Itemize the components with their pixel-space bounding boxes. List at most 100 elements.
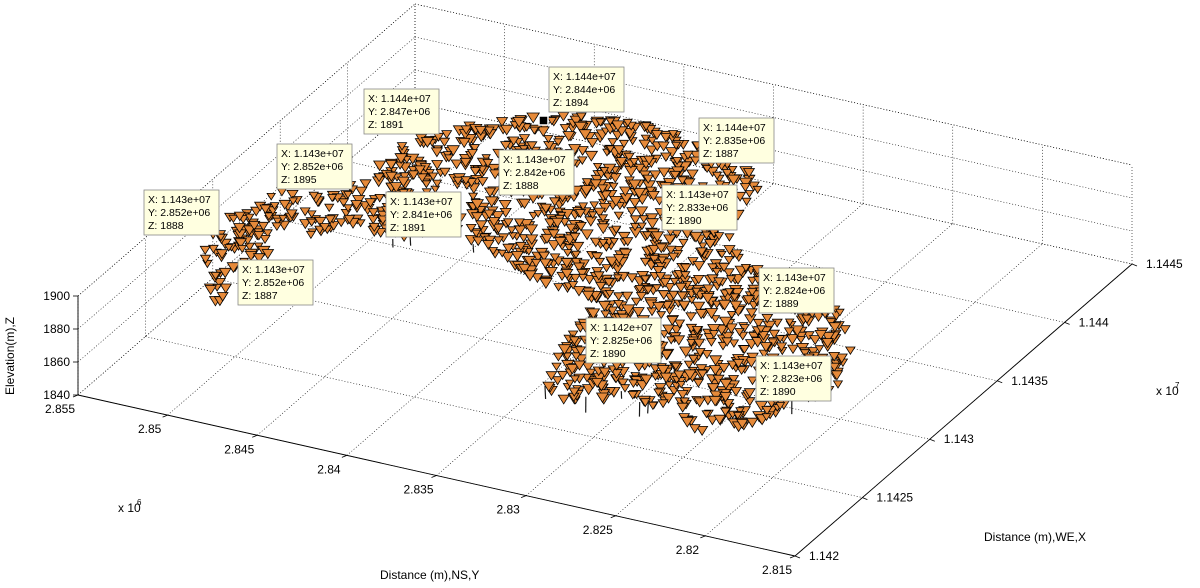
datatip[interactable]: X: 1.143e+07Y: 2.841e+06Z: 1891 — [385, 191, 462, 238]
data-point — [544, 266, 558, 278]
data-point — [538, 251, 551, 262]
data-point — [288, 197, 299, 206]
data-point — [775, 342, 788, 352]
datatip[interactable]: X: 1.144e+07Y: 2.844e+06Z: 1894 — [548, 66, 625, 113]
data-point — [623, 152, 635, 162]
data-point — [747, 376, 758, 386]
data-point — [576, 146, 589, 156]
data-point — [757, 331, 770, 341]
data-point — [595, 392, 610, 404]
data-point — [745, 417, 759, 428]
data-point — [327, 194, 338, 203]
data-point — [657, 141, 670, 152]
data-point — [518, 198, 532, 210]
data-point — [609, 195, 623, 207]
data-point — [634, 284, 645, 293]
data-point — [271, 222, 283, 232]
data-point — [586, 308, 601, 320]
data-point — [661, 393, 676, 404]
data-point — [457, 137, 471, 149]
data-point — [470, 212, 484, 223]
data-point — [629, 215, 642, 225]
datatip[interactable]: X: 1.143e+07Y: 2.824e+06Z: 1889 — [758, 267, 835, 314]
datatip[interactable]: X: 1.143e+07Y: 2.833e+06Z: 1890 — [661, 184, 738, 231]
data-point — [785, 334, 800, 345]
datatip[interactable]: X: 1.143e+07Y: 2.852e+06Z: 1887 — [237, 259, 314, 306]
datatip-y-text: Y: 2.852e+06 — [281, 161, 343, 173]
data-point — [543, 135, 554, 144]
grid-line-floor-x — [145, 336, 863, 498]
data-point — [676, 381, 686, 389]
data-point — [430, 185, 441, 194]
data-point — [569, 273, 581, 284]
data-point — [510, 250, 525, 262]
datatip[interactable]: X: 1.144e+07Y: 2.847e+06Z: 1891 — [363, 88, 440, 135]
datatip[interactable]: X: 1.143e+07Y: 2.852e+06Z: 1895 — [276, 143, 353, 190]
data-point — [631, 307, 645, 318]
data-point — [233, 211, 246, 222]
data-point — [735, 418, 749, 430]
data-point — [244, 213, 255, 222]
x-tick-label: 1.1435 — [1011, 374, 1048, 388]
data-point — [338, 198, 350, 208]
datatip-x-text: X: 1.143e+07 — [242, 264, 305, 276]
data-point — [278, 214, 288, 223]
data-point — [488, 169, 502, 180]
datatip[interactable]: X: 1.143e+07Y: 2.842e+06Z: 1888 — [498, 149, 575, 196]
data-point — [591, 252, 604, 263]
datatip[interactable]: X: 1.143e+07Y: 2.852e+06Z: 1888 — [143, 189, 220, 236]
data-point — [299, 207, 311, 217]
data-point — [237, 244, 248, 254]
data-point — [808, 335, 822, 346]
datatip-x-text: X: 1.144e+07 — [553, 71, 616, 83]
selected-point-marker[interactable] — [538, 115, 549, 126]
data-point — [741, 197, 752, 206]
data-point — [648, 254, 660, 264]
data-point — [634, 206, 649, 218]
data-point — [407, 166, 418, 175]
data-point — [695, 425, 709, 436]
data-point — [659, 132, 672, 143]
data-point — [519, 219, 534, 230]
datatip-box — [363, 88, 440, 135]
data-point — [672, 156, 683, 166]
y-tick-label: 2.855 — [45, 402, 75, 416]
data-point — [257, 221, 270, 232]
data-point — [673, 245, 684, 255]
data-point — [583, 275, 596, 285]
datatip-z-text: Z: 1890 — [760, 386, 796, 398]
data-point — [562, 131, 576, 142]
data-point — [650, 231, 665, 243]
data-point — [590, 377, 604, 388]
data-point — [743, 388, 756, 398]
data-point — [587, 211, 598, 220]
datatip[interactable]: X: 1.144e+07Y: 2.835e+06Z: 1887 — [698, 117, 775, 164]
data-point — [579, 185, 594, 197]
data-point — [672, 335, 686, 346]
datatip[interactable]: X: 1.142e+07Y: 2.825e+06Z: 1890 — [585, 317, 662, 364]
box-edge — [77, 3, 416, 297]
y-tick-label: 2.82 — [676, 543, 700, 557]
datatip-y-text: Y: 2.823e+06 — [760, 373, 822, 385]
datatip-z-text: Z: 1889 — [763, 298, 799, 310]
datatip[interactable]: X: 1.143e+07Y: 2.823e+06Z: 1890 — [755, 355, 832, 402]
data-point — [552, 352, 564, 362]
data-point — [564, 379, 575, 388]
y-tick-label: 2.84 — [317, 462, 341, 476]
data-point — [269, 202, 280, 211]
data-point — [707, 324, 721, 335]
datatip-box — [755, 355, 832, 402]
data-point — [607, 365, 618, 374]
data-point — [676, 176, 688, 186]
datatip-box — [548, 66, 625, 113]
data-point — [199, 245, 211, 255]
data-point — [711, 267, 722, 276]
data-point — [538, 258, 552, 269]
data-point — [700, 292, 715, 304]
data-point — [729, 300, 743, 312]
data-point — [694, 309, 708, 320]
data-point — [430, 147, 444, 158]
data-point — [533, 210, 543, 218]
x-tick-label: 1.1445 — [1146, 257, 1183, 271]
data-point — [598, 367, 611, 378]
